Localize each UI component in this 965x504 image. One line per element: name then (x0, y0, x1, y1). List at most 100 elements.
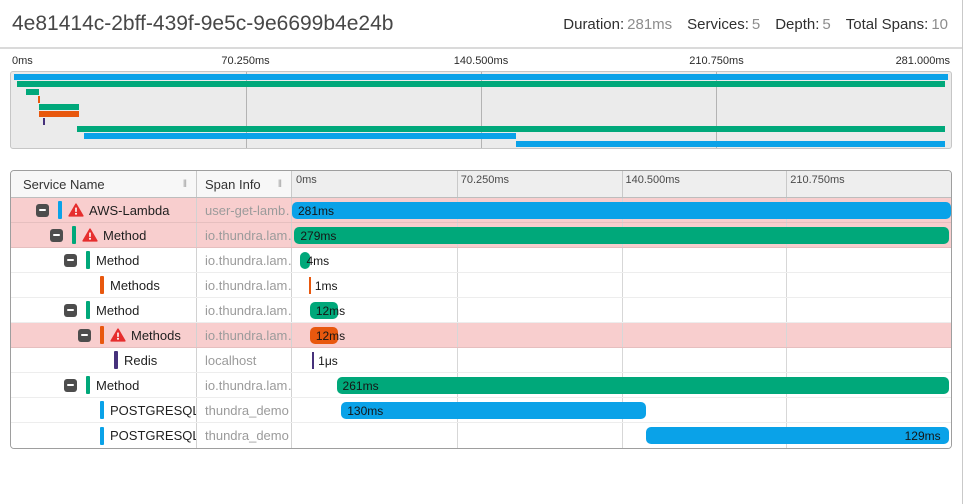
span-row[interactable]: Redis localhost 1μs (11, 348, 951, 373)
service-cell: POSTGRESQL (11, 423, 197, 448)
minimap-span-bar (39, 103, 80, 110)
span-bar[interactable] (292, 202, 951, 219)
minimap-span-bar (42, 118, 45, 126)
span-duration-label: 12ms (315, 329, 346, 343)
span-bar[interactable] (341, 402, 647, 419)
minimap-gridline (716, 72, 717, 148)
warning-icon (82, 228, 98, 242)
axis-tick: 281.000ms (895, 55, 950, 67)
collapse-button[interactable] (64, 303, 77, 317)
gantt-cell: 4ms (292, 248, 951, 272)
span-info-cell: localhost (197, 348, 292, 372)
service-color-chip (72, 226, 76, 244)
span-row[interactable]: POSTGRESQL thundra_demo 129ms (11, 423, 951, 448)
span-row[interactable]: Method io.thundra.lam… 261ms (11, 373, 951, 398)
overview-minimap[interactable] (10, 71, 952, 149)
span-info-cell: io.thundra.lam… (197, 273, 292, 297)
service-name: Redis (124, 352, 158, 368)
service-cell: Method (11, 248, 197, 272)
span-info-cell: user-get-lamb… (197, 198, 292, 222)
span-bar[interactable] (309, 327, 338, 344)
axis-tick: 0ms (12, 55, 33, 67)
span-table-header: Service Name ‖ Span Info ‖ 0ms 70.250ms … (11, 171, 951, 198)
gantt-gridline (456, 298, 458, 322)
column-resize-handle[interactable]: ‖ (277, 178, 283, 190)
span-duration-label: 1ms (314, 279, 338, 293)
column-header-service-name: Service Name ‖ (11, 171, 197, 197)
gantt-tick: 140.500ms (625, 174, 680, 186)
column-header-span-info: Span Info ‖ (197, 171, 292, 197)
service-name: POSTGRESQL (110, 428, 197, 443)
service-color-chip (86, 301, 90, 319)
gantt-cell: 12ms (292, 323, 951, 347)
span-table: Service Name ‖ Span Info ‖ 0ms 70.250ms … (10, 170, 952, 449)
trace-overview: 0ms 70.250ms 140.500ms 210.750ms 281.000… (10, 55, 952, 149)
span-info-cell: thundra_demo (197, 398, 292, 422)
gantt-gridline (456, 171, 458, 197)
collapse-button[interactable] (64, 378, 77, 392)
trace-stats: Duration: 281ms Services: 5 Depth: 5 Total … (563, 16, 948, 33)
span-info-cell: thundra_demo (197, 423, 292, 448)
service-name: Method (103, 227, 147, 243)
span-duration-label: 4ms (306, 254, 330, 268)
gantt-tick: 0ms (296, 174, 317, 186)
gantt-cell: 261ms (292, 373, 951, 397)
span-bar[interactable] (309, 302, 338, 319)
service-color-chip (58, 201, 62, 219)
minimap-bars (14, 74, 948, 147)
minimap-span-bar (14, 74, 948, 80)
gantt-tick: 210.750ms (790, 174, 845, 186)
collapse-button[interactable] (36, 203, 49, 217)
span-row[interactable]: Method io.thundra.lam… 12ms (11, 298, 951, 323)
span-row[interactable]: Method io.thundra.lam… 279ms (11, 223, 951, 248)
service-name: Methods (110, 277, 160, 293)
span-duration-label: 281ms (298, 204, 335, 218)
span-info-cell: io.thundra.lam… (197, 223, 292, 247)
gantt-cell: 279ms (292, 223, 951, 247)
span-duration-label: 279ms (300, 229, 337, 243)
span-row[interactable]: POSTGRESQL thundra_demo 130ms (11, 398, 951, 423)
trace-id-title: 4e81414c-2bff-439f-9e5c-9e6699b4e24b (12, 12, 394, 35)
gantt-gridline (786, 273, 788, 297)
span-row[interactable]: Method io.thundra.lam… 4ms (11, 248, 951, 273)
span-row[interactable]: Methods io.thundra.lam… 1ms (11, 273, 951, 298)
service-cell: Method (11, 223, 197, 247)
span-info-cell: io.thundra.lam… (197, 373, 292, 397)
span-bar[interactable] (312, 352, 315, 369)
gantt-cell: 281ms (292, 198, 951, 222)
axis-tick: 70.250ms (221, 55, 270, 67)
span-row[interactable]: AWS-Lambda user-get-lamb… 281ms (11, 198, 951, 223)
minus-icon (53, 234, 60, 236)
span-bar[interactable] (336, 377, 949, 394)
span-info-cell: io.thundra.lam… (197, 248, 292, 272)
span-bar[interactable] (308, 277, 311, 294)
span-duration-label: 12ms (315, 304, 346, 318)
warning-icon (68, 203, 84, 217)
gantt-cell: 129ms (292, 423, 951, 448)
span-bar[interactable] (294, 227, 949, 244)
gantt-gridline (621, 423, 623, 448)
axis-tick: 140.500ms (453, 55, 509, 67)
span-bar[interactable] (646, 427, 949, 444)
axis-tick: 210.750ms (689, 55, 744, 67)
gantt-cell: 130ms (292, 398, 951, 422)
gantt-gridline (786, 171, 788, 197)
column-resize-handle[interactable]: ‖ (182, 178, 188, 190)
minus-icon (67, 384, 74, 386)
collapse-button[interactable] (50, 228, 63, 242)
span-rows: AWS-Lambda user-get-lamb… 281ms Method io.t… (11, 198, 951, 448)
span-row[interactable]: Methods io.thundra.lam… 12ms (11, 323, 951, 348)
minimap-span-bar (515, 140, 945, 147)
minus-icon (67, 309, 74, 311)
gantt-cell: 1μs (292, 348, 951, 372)
span-duration-label: 130ms (347, 404, 384, 418)
service-color-chip (100, 426, 104, 445)
collapse-button[interactable] (64, 253, 77, 267)
span-bar[interactable] (300, 252, 310, 269)
service-name: POSTGRESQL (110, 402, 197, 418)
span-duration-label: 261ms (342, 379, 379, 393)
service-color-chip (100, 326, 104, 344)
collapse-button[interactable] (78, 328, 91, 342)
gantt-gridline (786, 323, 788, 347)
minus-icon (67, 259, 74, 261)
